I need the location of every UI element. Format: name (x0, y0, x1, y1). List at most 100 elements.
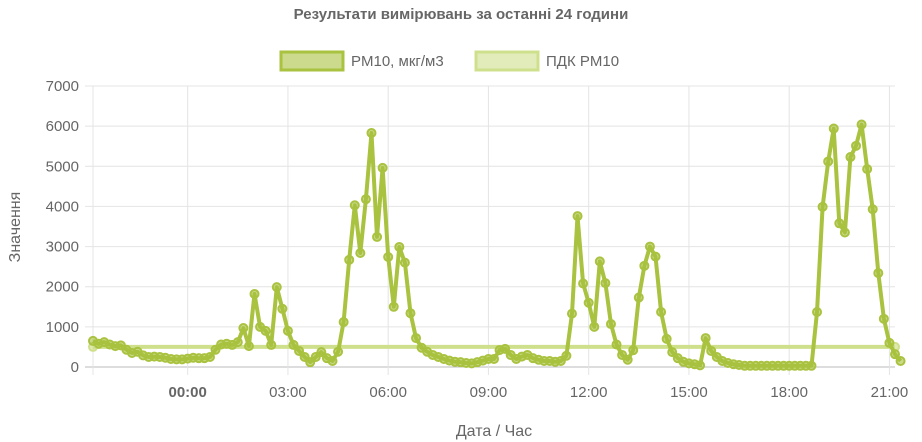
pm10-point (856, 119, 867, 130)
pm10-point (399, 257, 410, 268)
pm10-point (260, 325, 271, 336)
pm10-point (372, 231, 383, 242)
pm10-point (377, 162, 388, 173)
pm10-point (277, 303, 288, 314)
x-axis-ticks: 00:00 03:00 06:00 09:00 12:00 15:00 18:00 21:00 (168, 384, 908, 401)
x-tick-label: 21:00 (871, 384, 909, 401)
x-tick-label: 15:00 (670, 384, 708, 401)
pm10-point (338, 317, 349, 328)
pm10-point (639, 260, 650, 271)
pm10-point (622, 354, 633, 365)
pm10-point (294, 345, 305, 356)
legend-item-pdk[interactable]: ПДК PM10 (474, 50, 619, 72)
y-tick-label: 4000 (46, 198, 79, 215)
pm10-point (873, 268, 884, 279)
y-tick-label: 6000 (46, 118, 79, 135)
x-tick-label: 09:00 (470, 384, 508, 401)
x-axis-title: Дата / Час (456, 423, 532, 440)
pm10-point (566, 308, 577, 319)
pm10-point (806, 360, 817, 371)
pm10-point (583, 297, 594, 308)
x-tick-label: 06:00 (369, 384, 407, 401)
legend-swatch-pdk (474, 50, 540, 72)
pm10-point (661, 333, 672, 344)
pm10-point (383, 252, 394, 263)
pm10-point (890, 349, 900, 360)
pm10-point (572, 211, 583, 222)
pm10-point (366, 127, 377, 138)
y-tick-label: 2000 (46, 279, 79, 296)
pm10-point (561, 350, 572, 361)
pm10-point (282, 325, 293, 336)
pm10-point (411, 333, 422, 344)
pm10-point (895, 355, 906, 366)
pm10-point (238, 323, 249, 334)
pm10-point (355, 247, 366, 258)
pm10-point (243, 341, 254, 352)
pm10-point (700, 333, 711, 344)
pm10-point (706, 345, 717, 356)
pm10-point (232, 337, 243, 348)
legend-swatch-pm10 (279, 50, 345, 72)
pm10-point (656, 307, 667, 318)
pm10-point (249, 288, 260, 299)
pm10-point (360, 194, 371, 205)
pm10-point (327, 355, 338, 366)
x-tick-label: 18:00 (770, 384, 808, 401)
pm10-point (695, 360, 706, 371)
pm10-point (405, 308, 416, 319)
pm10-point (812, 307, 823, 318)
pm10-point (845, 152, 856, 163)
pm10-point (600, 278, 611, 289)
pm10-point (633, 292, 644, 303)
pm10-point (644, 241, 655, 252)
legend-label-pm10: PM10, мкг/м3 (351, 53, 444, 70)
y-axis-title: Значення (7, 192, 24, 263)
pm10-point (500, 343, 511, 354)
legend-label-pdk: ПДК PM10 (546, 53, 619, 70)
y-tick-label: 5000 (46, 158, 79, 175)
pm10-point (266, 339, 277, 350)
y-tick-label: 3000 (46, 239, 79, 256)
pm10-point (316, 347, 327, 358)
legend-item-pm10[interactable]: PM10, мкг/м3 (279, 50, 444, 72)
pm10-point (862, 164, 873, 175)
pm10-line (92, 122, 903, 368)
pm10-point (271, 282, 282, 293)
grid (85, 85, 895, 375)
x-tick-label: 03:00 (269, 384, 307, 401)
pm10-point (884, 337, 895, 348)
chart-title: Результати вимірювань за останні 24 годи… (294, 6, 629, 23)
pm10-point (204, 351, 215, 362)
x-tick-label: 00:00 (168, 384, 206, 401)
pm10-point (650, 251, 661, 262)
pm10-point (823, 156, 834, 167)
y-axis-ticks: 0 1000 2000 3000 4000 5000 6000 7000 (46, 78, 79, 376)
pm10-point (611, 339, 622, 350)
pm10-point (828, 123, 839, 134)
y-tick-label: 1000 (46, 319, 79, 336)
pm10-point (867, 204, 878, 215)
pm10-point (667, 347, 678, 358)
pm10-point (489, 353, 499, 364)
pm10-point (628, 345, 639, 356)
legend: PM10, мкг/м3 ПДК PM10 (279, 50, 619, 72)
pm10-point (834, 218, 845, 229)
pm10-point (605, 319, 616, 330)
pm10-point (578, 278, 589, 289)
pm10-point (394, 241, 405, 252)
pm10-point (333, 346, 344, 357)
pm10-point (878, 313, 889, 324)
y-tick-label: 0 (71, 359, 79, 376)
pm10-point (288, 339, 299, 350)
pm10-point (839, 227, 850, 238)
pm10-point (817, 201, 828, 212)
series (88, 119, 906, 371)
pm10-point (349, 200, 360, 211)
pm10-point (589, 321, 600, 332)
y-tick-label: 7000 (46, 78, 79, 95)
pm10-point (344, 254, 355, 265)
pm10-point (388, 301, 399, 312)
x-tick-label: 12:00 (570, 384, 608, 401)
